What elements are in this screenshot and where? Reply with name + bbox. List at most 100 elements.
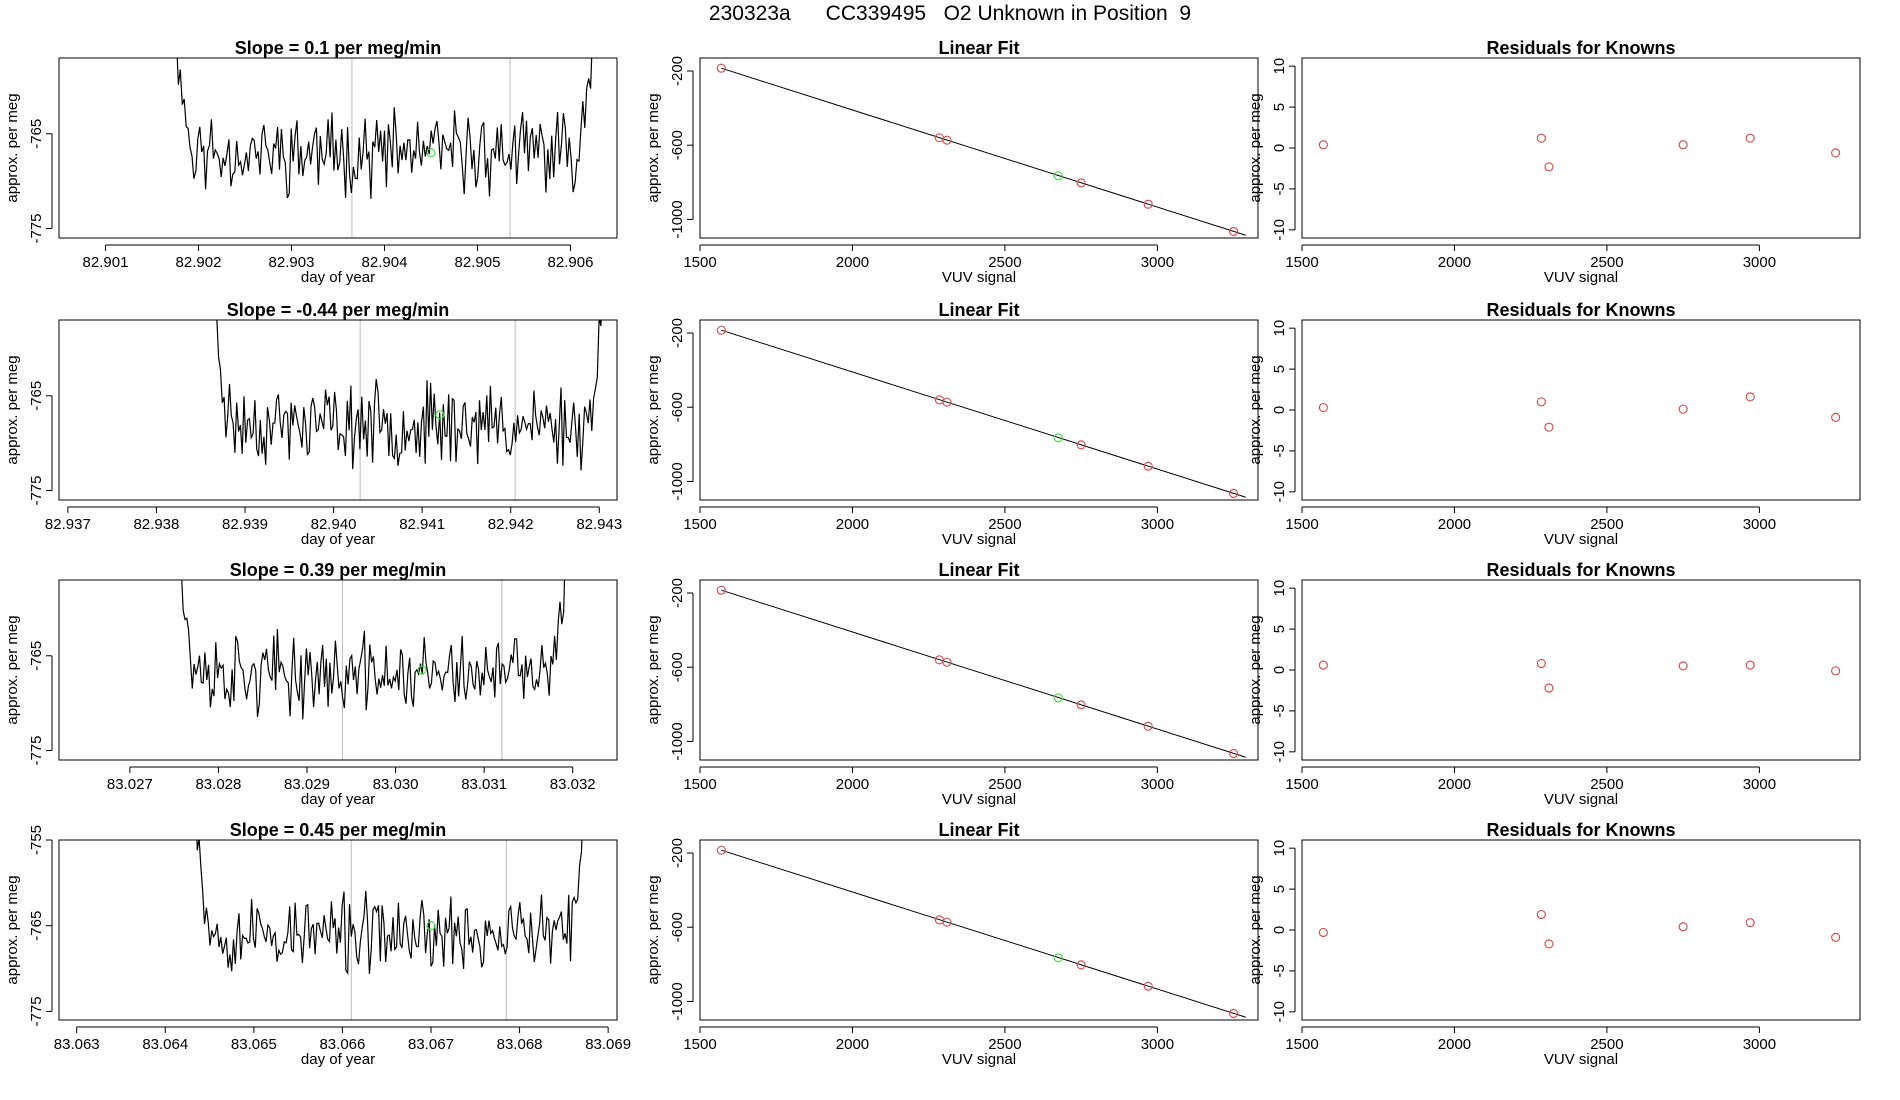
y-axis: -200 -600 -1000 [669, 578, 694, 761]
x-axis-label: VUV signal [1544, 269, 1618, 286]
y-tick-label: 0 [1271, 666, 1288, 674]
plot-frame [699, 57, 1259, 239]
known-point [1229, 488, 1239, 499]
x-tick-label: 1500 [1285, 516, 1318, 533]
y-axis-label: approx. per meg [645, 355, 662, 464]
x-axis: 1500 2000 2500 3000 [1285, 244, 1776, 271]
y-tick-label: -200 [669, 578, 686, 608]
plot-area [716, 325, 1246, 499]
residual-point [1745, 133, 1755, 143]
x-tick-label: 83.027 [107, 776, 153, 793]
y-tick-label: -5 [1271, 704, 1288, 717]
x-tick-label: 2000 [836, 1036, 869, 1053]
y-axis: -775 -765 -755 [28, 825, 53, 1026]
x-tick-label: 82.941 [399, 516, 445, 533]
y-axis-label: approx. per meg [4, 615, 21, 724]
panel-title: Linear Fit [938, 300, 1019, 320]
x-axis-label: VUV signal [942, 531, 1016, 548]
x-tick-label: 3000 [1141, 516, 1174, 533]
panel-title: Slope = -0.44 per meg/min [227, 300, 450, 320]
unknown-point [1053, 953, 1063, 963]
x-tick-label: 82.901 [83, 254, 129, 271]
x-tick-label: 2000 [1438, 1036, 1471, 1053]
y-tick-label: -10 [1271, 219, 1288, 241]
plot-frame [58, 839, 618, 1021]
x-tick-label: 3000 [1743, 516, 1776, 533]
known-point [942, 657, 952, 667]
residual-point [1831, 148, 1841, 158]
panel-title: Linear Fit [938, 820, 1019, 840]
known-point [1143, 721, 1153, 731]
residual-point [1536, 909, 1546, 920]
y-axis: -200 -600 -1000 [669, 318, 694, 501]
fit-line [721, 589, 1246, 758]
x-axis: 1500 2000 2500 3000 [683, 1026, 1174, 1053]
known-point [716, 845, 726, 855]
x-axis-label: day of year [301, 269, 375, 286]
y-tick-label: -5 [1271, 182, 1288, 195]
known-point [1229, 748, 1239, 759]
x-tick-label: 83.031 [461, 776, 507, 793]
x-tick-label: 3000 [1743, 776, 1776, 793]
plot-frame [699, 579, 1259, 761]
x-axis-label: VUV signal [1544, 791, 1618, 808]
x-axis: 1500 2000 2500 3000 [1285, 766, 1776, 793]
y-tick-label: -775 [28, 736, 45, 766]
x-tick-label: 82.937 [45, 516, 91, 533]
residual-point [1745, 392, 1755, 402]
x-axis: 1500 2000 2500 3000 [683, 506, 1174, 533]
y-tick-label: -200 [669, 56, 686, 86]
panel-title: Residuals for Knowns [1486, 38, 1675, 58]
y-tick-label: -10 [1271, 741, 1288, 763]
y-axis-label: approx. per meg [1247, 93, 1264, 202]
x-tick-label: 1500 [683, 1036, 716, 1053]
y-axis: -10 -5 0 5 10 [1271, 58, 1296, 241]
y-axis-label: approx. per meg [645, 875, 662, 984]
unknown-point [1053, 171, 1063, 181]
x-axis-label: day of year [301, 531, 375, 548]
y-tick-label: -10 [1271, 1001, 1288, 1023]
x-axis-label: VUV signal [942, 269, 1016, 286]
residual-point [1831, 932, 1841, 942]
y-tick-label: 10 [1271, 58, 1288, 75]
y-tick-label: -600 [669, 912, 686, 942]
fit-line [721, 67, 1246, 236]
series-line [216, 320, 602, 471]
y-tick-label: -5 [1271, 964, 1288, 977]
x-tick-label: 82.939 [222, 516, 268, 533]
residual-point [1745, 918, 1755, 928]
y-axis-label: approx. per meg [4, 875, 21, 984]
unknown-point [435, 410, 445, 420]
y-tick-label: -1000 [669, 722, 686, 760]
residual-point [1544, 162, 1554, 172]
x-tick-label: 82.902 [176, 254, 222, 271]
y-axis-label: approx. per meg [4, 355, 21, 464]
x-tick-label: 83.028 [195, 776, 241, 793]
y-axis: -200 -600 -1000 [669, 838, 694, 1021]
x-axis-label: day of year [301, 791, 375, 808]
x-tick-label: 83.065 [231, 1036, 277, 1053]
x-axis-label: VUV signal [1544, 1051, 1618, 1068]
x-tick-label: 2500 [988, 776, 1021, 793]
plot-area [196, 840, 583, 1020]
y-tick-label: -1000 [669, 982, 686, 1020]
y-tick-label: -765 [28, 911, 45, 941]
unknown-point [426, 921, 436, 931]
y-tick-label: -5 [1271, 444, 1288, 457]
known-point [1076, 960, 1086, 970]
residual-point [1678, 140, 1688, 150]
panel-title: Slope = 0.39 per meg/min [230, 560, 447, 580]
known-point [1076, 440, 1086, 450]
panel-row4-time: Slope = 0.45 per meg/min day of year appro… [4, 820, 631, 1068]
series-line [176, 58, 593, 199]
x-tick-label: 2500 [988, 254, 1021, 271]
x-tick-label: 82.942 [488, 516, 534, 533]
x-tick-label: 83.029 [284, 776, 330, 793]
y-tick-label: -765 [28, 119, 45, 149]
panel-row3-resid: Residuals for Knowns VUV signal approx. pe… [1247, 560, 1861, 808]
y-tick-label: 0 [1271, 926, 1288, 934]
y-tick-label: -775 [28, 214, 45, 244]
residual-point [1678, 404, 1688, 414]
plot-frame [1301, 579, 1861, 761]
y-axis: -775 -765 [28, 641, 53, 766]
